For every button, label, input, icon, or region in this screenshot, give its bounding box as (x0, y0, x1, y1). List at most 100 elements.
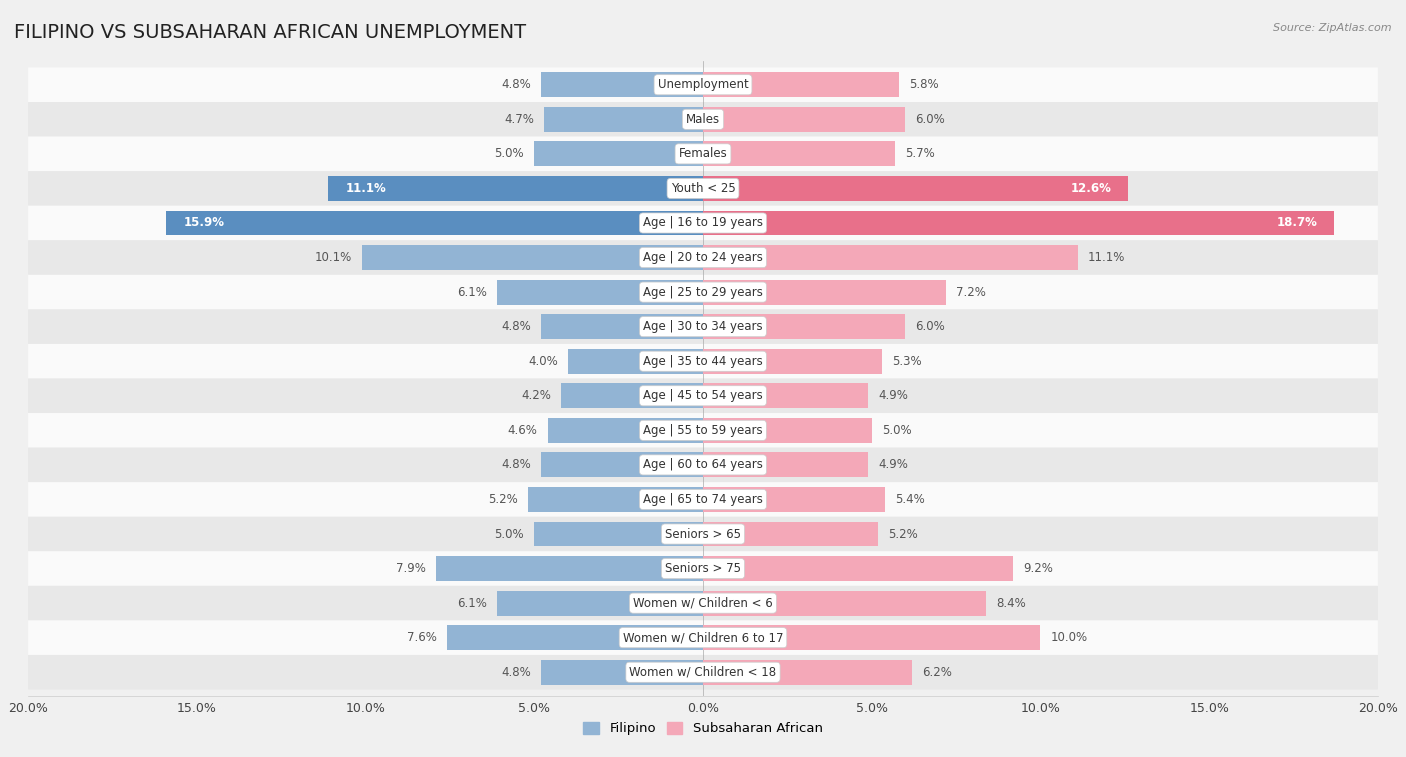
Text: 4.8%: 4.8% (501, 320, 531, 333)
Bar (703, 142, 896, 167)
Text: Age | 25 to 29 years: Age | 25 to 29 years (643, 285, 763, 298)
FancyBboxPatch shape (28, 378, 1378, 413)
Bar (541, 73, 703, 97)
Text: Youth < 25: Youth < 25 (671, 182, 735, 195)
Bar (703, 245, 1077, 270)
Bar (329, 176, 703, 201)
Bar (703, 349, 882, 374)
Bar (703, 625, 1040, 650)
Text: 5.2%: 5.2% (889, 528, 918, 540)
Text: 5.0%: 5.0% (495, 528, 524, 540)
Bar (703, 522, 879, 547)
Bar (534, 142, 703, 167)
Bar (703, 107, 905, 132)
Text: Unemployment: Unemployment (658, 78, 748, 92)
FancyBboxPatch shape (28, 413, 1378, 447)
Bar (498, 279, 703, 304)
Text: 5.8%: 5.8% (908, 78, 938, 92)
Bar (541, 314, 703, 339)
Text: Males: Males (686, 113, 720, 126)
Bar (436, 556, 703, 581)
FancyBboxPatch shape (28, 586, 1378, 621)
Text: 12.6%: 12.6% (1070, 182, 1111, 195)
Bar (703, 660, 912, 684)
Text: Age | 55 to 59 years: Age | 55 to 59 years (643, 424, 763, 437)
Text: Age | 65 to 74 years: Age | 65 to 74 years (643, 493, 763, 506)
Bar (166, 210, 703, 235)
FancyBboxPatch shape (28, 655, 1378, 690)
FancyBboxPatch shape (28, 171, 1378, 206)
Text: 6.2%: 6.2% (922, 665, 952, 679)
Text: Women w/ Children < 6: Women w/ Children < 6 (633, 597, 773, 609)
Text: Age | 60 to 64 years: Age | 60 to 64 years (643, 459, 763, 472)
Text: 7.9%: 7.9% (396, 562, 426, 575)
Text: 18.7%: 18.7% (1277, 217, 1317, 229)
Text: 6.0%: 6.0% (915, 320, 945, 333)
Bar (703, 314, 905, 339)
Text: 5.0%: 5.0% (882, 424, 911, 437)
Text: 10.1%: 10.1% (315, 251, 352, 264)
FancyBboxPatch shape (28, 551, 1378, 586)
Text: Seniors > 65: Seniors > 65 (665, 528, 741, 540)
Text: 10.0%: 10.0% (1050, 631, 1088, 644)
FancyBboxPatch shape (28, 447, 1378, 482)
Legend: Filipino, Subsaharan African: Filipino, Subsaharan African (578, 717, 828, 740)
Text: Age | 35 to 44 years: Age | 35 to 44 years (643, 355, 763, 368)
Text: Age | 45 to 54 years: Age | 45 to 54 years (643, 389, 763, 402)
Bar (703, 210, 1334, 235)
Text: 4.8%: 4.8% (501, 459, 531, 472)
Bar (703, 590, 987, 615)
Text: 11.1%: 11.1% (1088, 251, 1125, 264)
Text: 4.7%: 4.7% (505, 113, 534, 126)
Bar (703, 279, 946, 304)
FancyBboxPatch shape (28, 344, 1378, 378)
Bar (561, 383, 703, 408)
Text: Source: ZipAtlas.com: Source: ZipAtlas.com (1274, 23, 1392, 33)
FancyBboxPatch shape (28, 517, 1378, 551)
Text: 11.1%: 11.1% (346, 182, 387, 195)
Text: Age | 20 to 24 years: Age | 20 to 24 years (643, 251, 763, 264)
Bar (447, 625, 703, 650)
FancyBboxPatch shape (28, 310, 1378, 344)
Text: Seniors > 75: Seniors > 75 (665, 562, 741, 575)
Bar (534, 522, 703, 547)
Text: 6.0%: 6.0% (915, 113, 945, 126)
Text: 4.2%: 4.2% (522, 389, 551, 402)
FancyBboxPatch shape (28, 67, 1378, 102)
Text: 6.1%: 6.1% (457, 285, 486, 298)
Bar (703, 487, 886, 512)
Text: Females: Females (679, 148, 727, 160)
Text: 15.9%: 15.9% (183, 217, 225, 229)
Text: 4.9%: 4.9% (879, 389, 908, 402)
Text: 6.1%: 6.1% (457, 597, 486, 609)
Text: 5.0%: 5.0% (495, 148, 524, 160)
Text: 5.3%: 5.3% (891, 355, 921, 368)
Text: Age | 16 to 19 years: Age | 16 to 19 years (643, 217, 763, 229)
Bar (541, 453, 703, 478)
FancyBboxPatch shape (28, 136, 1378, 171)
Bar (703, 383, 869, 408)
FancyBboxPatch shape (28, 482, 1378, 517)
Text: 5.4%: 5.4% (896, 493, 925, 506)
Text: Women w/ Children 6 to 17: Women w/ Children 6 to 17 (623, 631, 783, 644)
Bar (541, 660, 703, 684)
Bar (703, 176, 1128, 201)
FancyBboxPatch shape (28, 102, 1378, 136)
FancyBboxPatch shape (28, 275, 1378, 310)
FancyBboxPatch shape (28, 240, 1378, 275)
Bar (498, 590, 703, 615)
Text: 7.6%: 7.6% (406, 631, 436, 644)
Text: 5.7%: 5.7% (905, 148, 935, 160)
Bar (527, 487, 703, 512)
Text: FILIPINO VS SUBSAHARAN AFRICAN UNEMPLOYMENT: FILIPINO VS SUBSAHARAN AFRICAN UNEMPLOYM… (14, 23, 526, 42)
Bar (703, 73, 898, 97)
Text: 4.8%: 4.8% (501, 665, 531, 679)
Text: Age | 30 to 34 years: Age | 30 to 34 years (643, 320, 763, 333)
Bar (703, 418, 872, 443)
Bar (703, 453, 869, 478)
Text: 4.8%: 4.8% (501, 78, 531, 92)
FancyBboxPatch shape (28, 206, 1378, 240)
Text: 8.4%: 8.4% (997, 597, 1026, 609)
Text: 4.9%: 4.9% (879, 459, 908, 472)
Text: 4.0%: 4.0% (529, 355, 558, 368)
